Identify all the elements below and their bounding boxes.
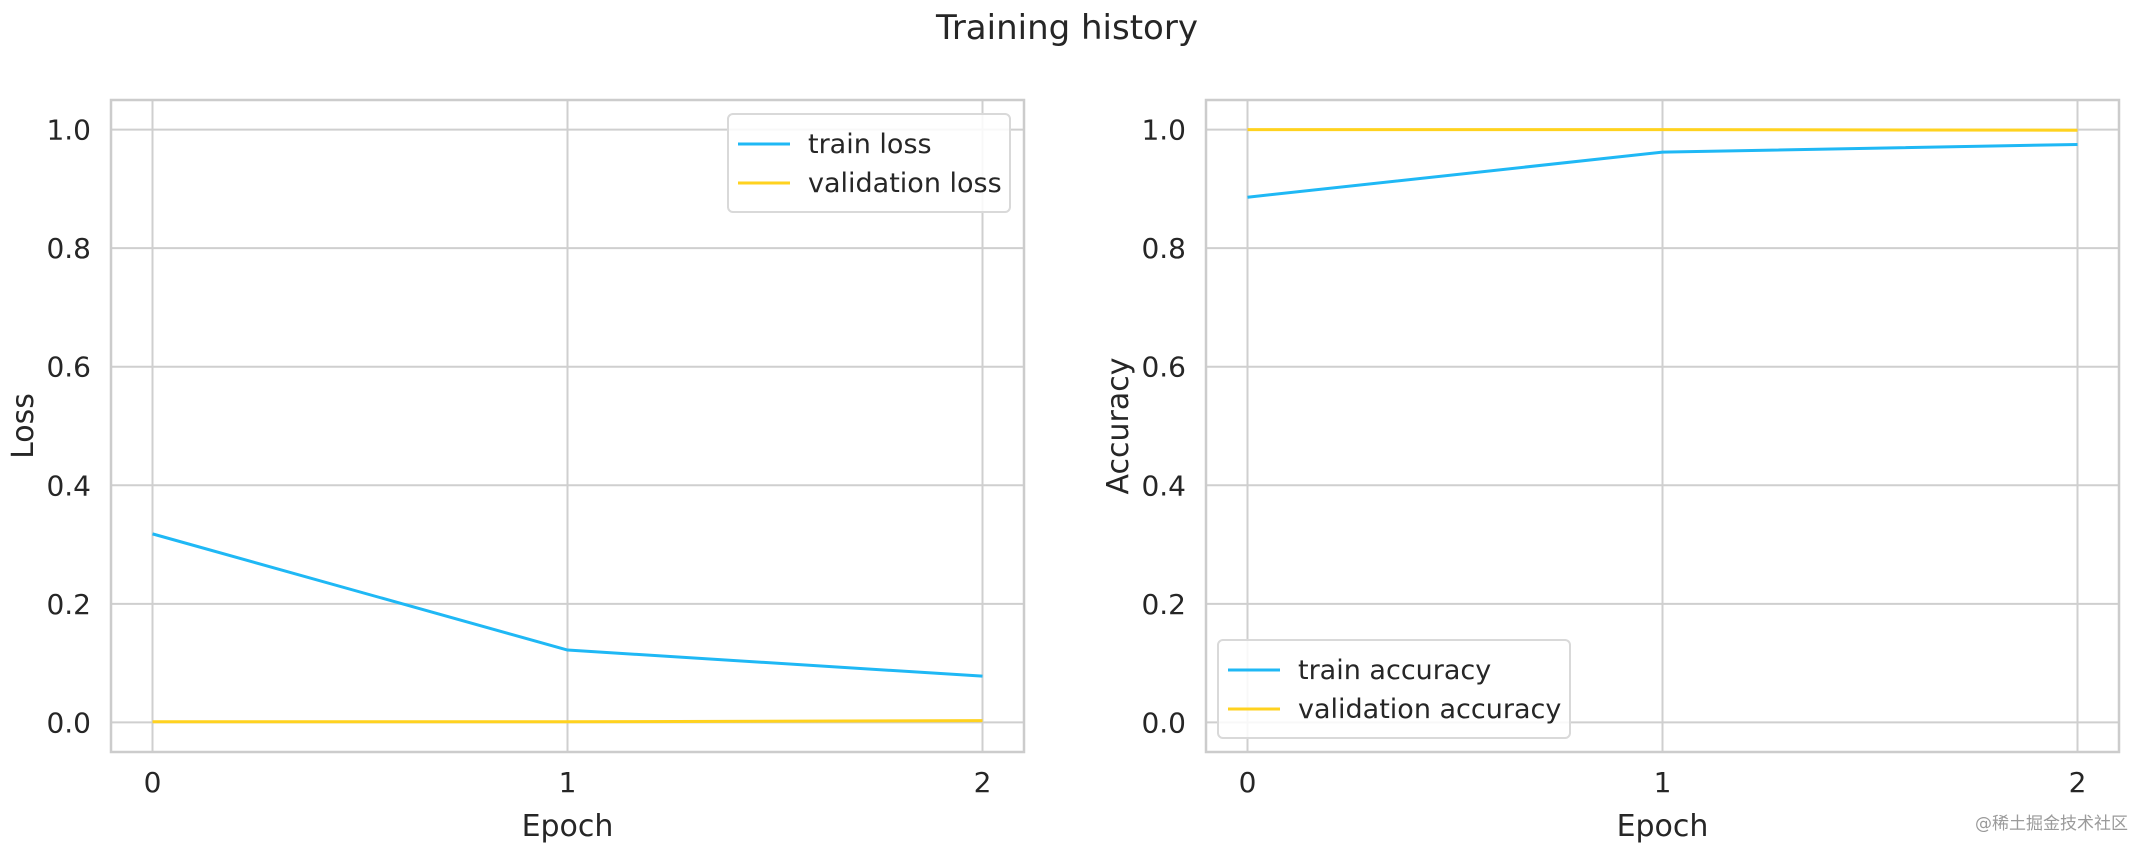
legend-box	[727, 113, 1011, 213]
y-axis-label: Accuracy	[1101, 358, 1136, 495]
y-tick-label: 0.4	[46, 469, 91, 502]
y-tick-label: 0.0	[1141, 706, 1186, 739]
y-tick-label: 0.8	[1141, 232, 1186, 265]
legend-box	[1217, 639, 1571, 739]
y-tick-label: 0.2	[46, 588, 91, 621]
legend-label: validation loss	[808, 168, 1002, 199]
x-tick-label: 1	[1654, 766, 1672, 799]
legend: train loss validation loss	[727, 113, 1011, 213]
y-tick-label: 1.0	[46, 114, 91, 147]
x-axis-label: Epoch	[1617, 809, 1709, 844]
y-tick-label: 0.0	[46, 706, 91, 739]
legend-label: validation accuracy	[1298, 694, 1561, 725]
x-tick-label: 0	[1239, 766, 1257, 799]
legend-label: train loss	[808, 129, 932, 160]
plot-frame	[1204, 98, 2121, 754]
watermark: @稀土掘金技术社区	[1975, 814, 2128, 834]
plot-frame	[109, 98, 1026, 754]
y-tick-label: 0.2	[1141, 588, 1186, 621]
series-line-validation	[1247, 128, 2078, 132]
x-tick-label: 2	[2069, 766, 2087, 799]
y-tick-label: 0.8	[46, 232, 91, 265]
y-tick-label: 0.6	[1141, 351, 1186, 384]
x-axis-label: Epoch	[522, 809, 614, 844]
figure-title: Training history	[936, 8, 1198, 48]
series-line-train	[152, 532, 983, 678]
legend-label: train accuracy	[1298, 655, 1491, 686]
y-tick-label: 1.0	[1141, 114, 1186, 147]
x-tick-label: 2	[974, 766, 992, 799]
x-tick-label: 0	[144, 766, 162, 799]
y-axis-label: Loss	[6, 393, 41, 459]
y-tick-label: 0.6	[46, 351, 91, 384]
legend: train accuracy validation accuracy	[1217, 639, 1571, 739]
y-tick-label: 0.4	[1141, 469, 1186, 502]
chart-panel-2: 0.0 0.2 0.4 0.6 0.8 1.0 0 1 2 Epoch Accuracy train …	[1101, 98, 2121, 844]
x-tick-label: 1	[559, 766, 577, 799]
series-line-train	[1247, 142, 2078, 199]
series-line-validation	[152, 719, 983, 724]
chart-panel-1: 0.0 0.2 0.4 0.6 0.8 1.0 0 1 2 Epoch Loss train loss…	[6, 98, 1026, 844]
